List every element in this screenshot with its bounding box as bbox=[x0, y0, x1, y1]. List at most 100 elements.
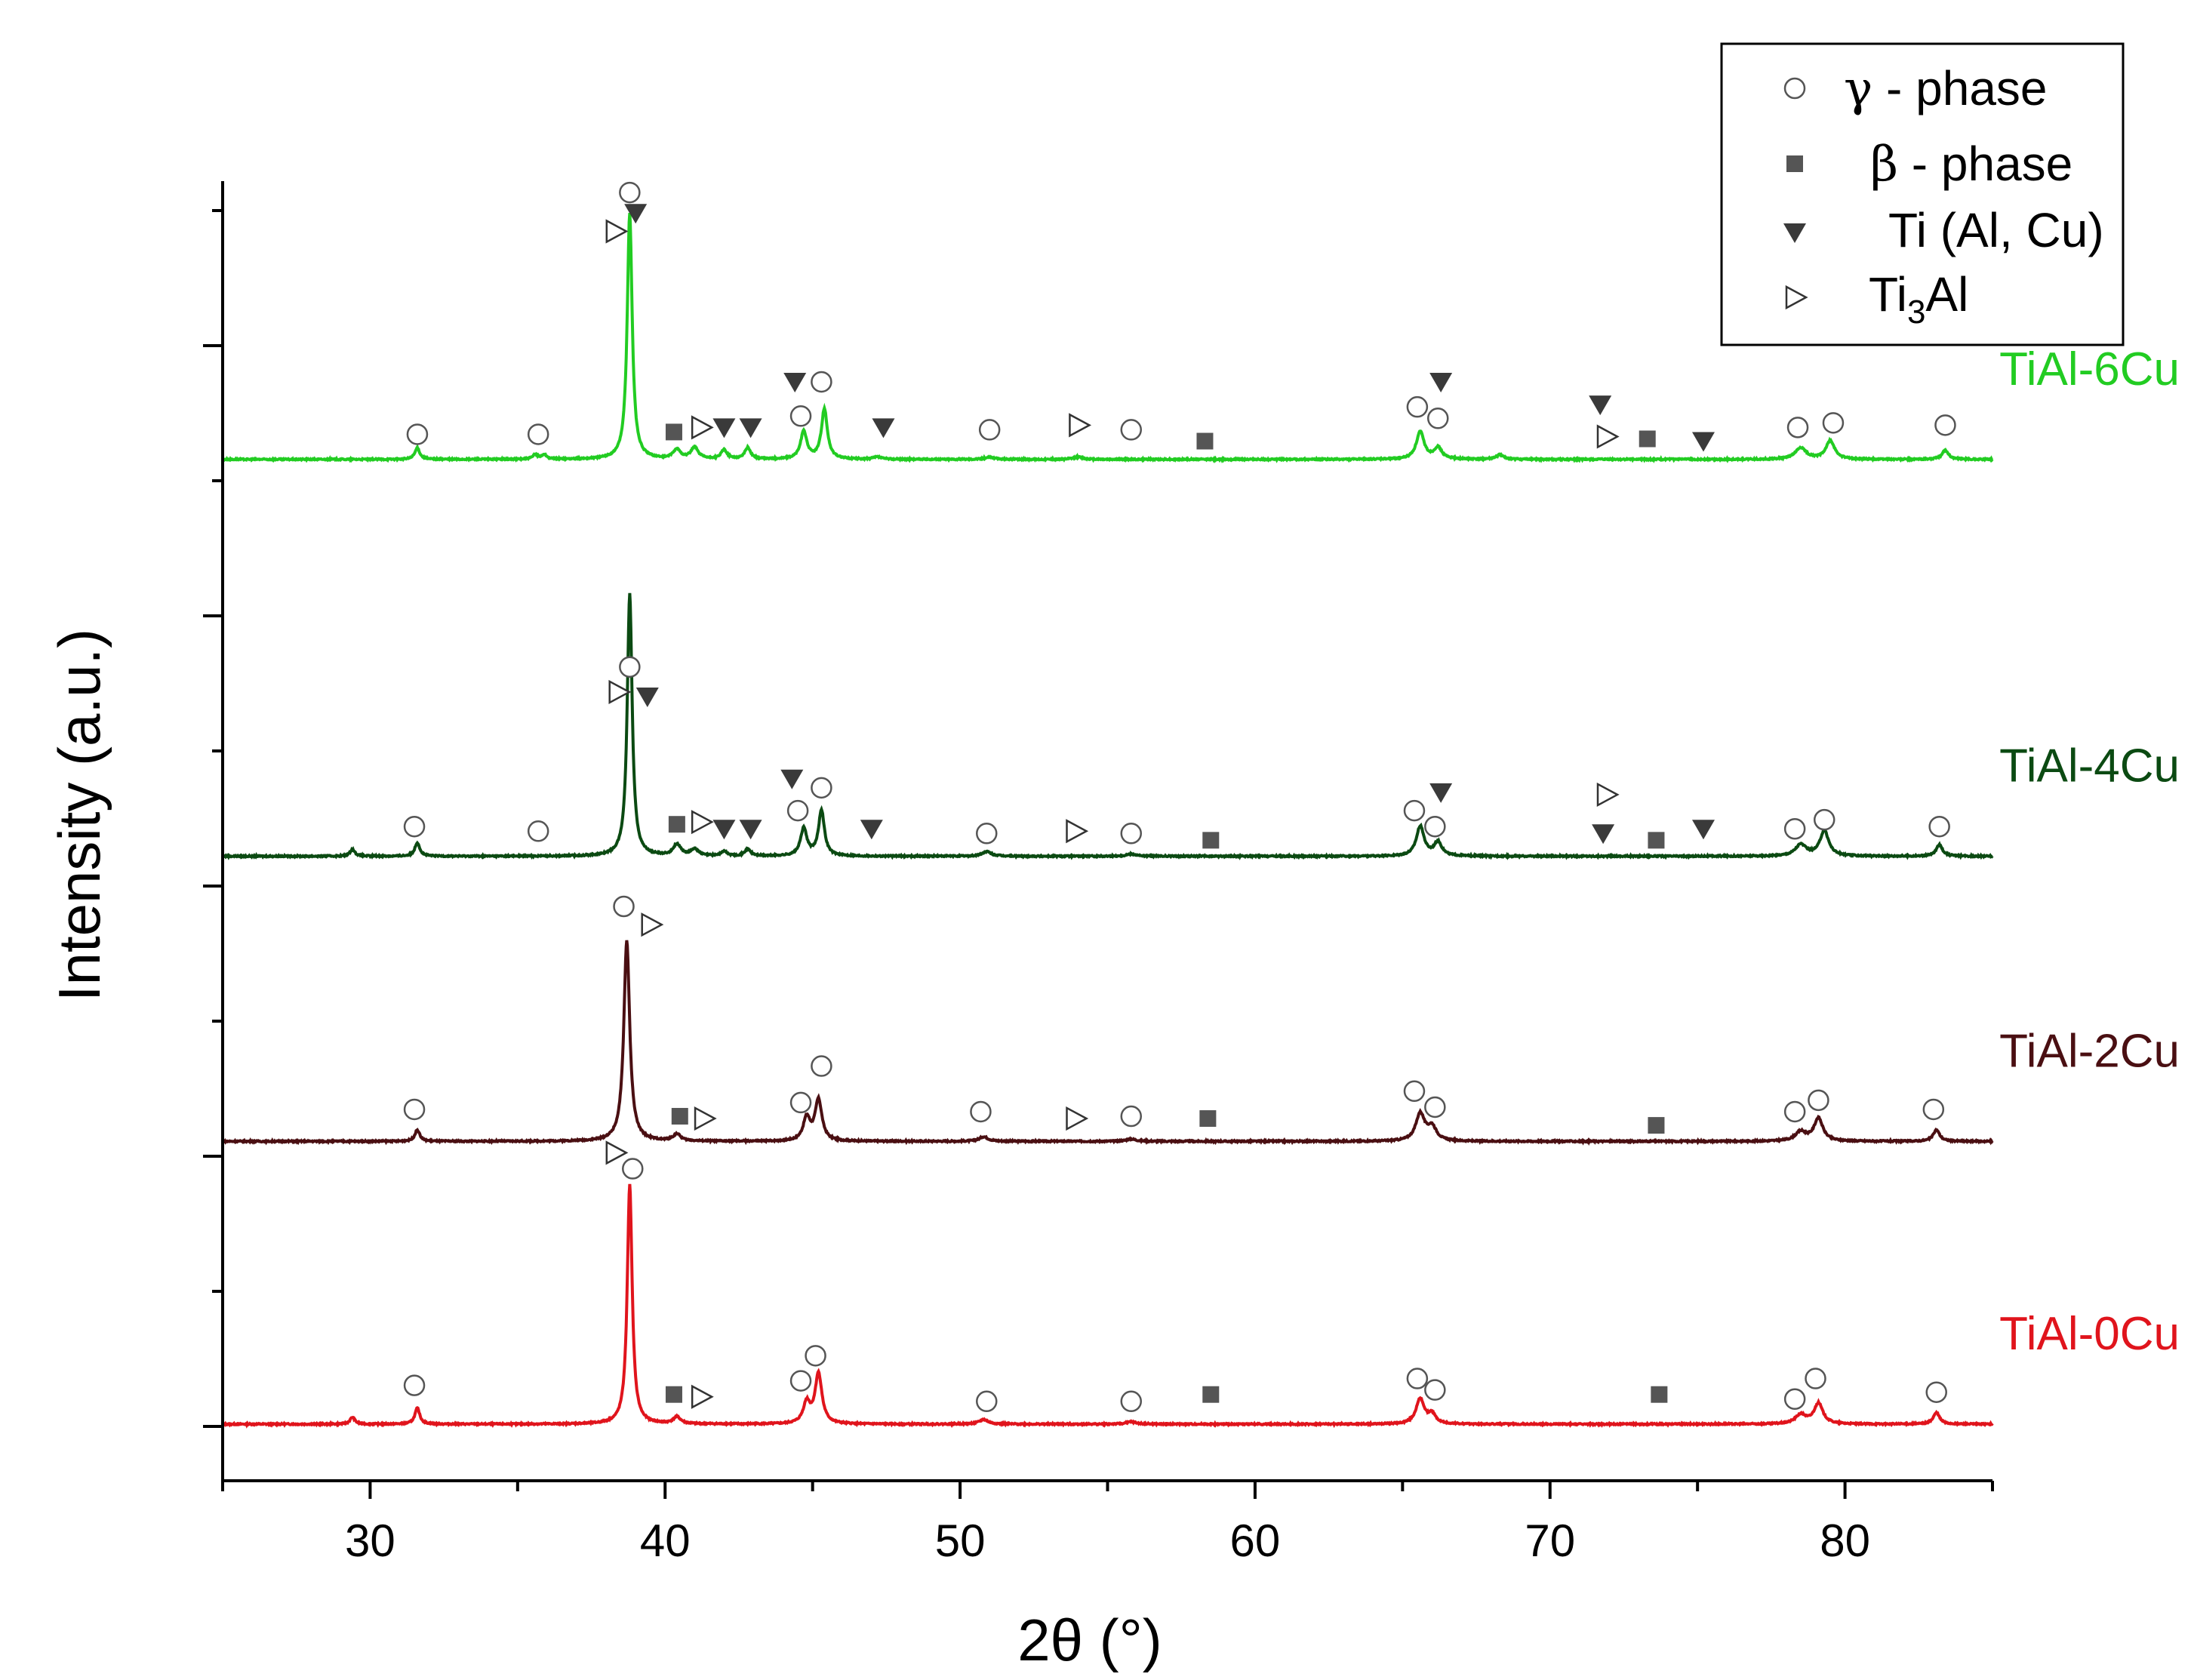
TiAl-6Cu-ti3al-marker-23 bbox=[691, 415, 714, 440]
TiAl-6Cu-triangle-marker-21 bbox=[1589, 395, 1612, 416]
TiAl-6Cu-circle-marker-0 bbox=[406, 423, 429, 445]
TiAl-0Cu-circle-marker-2 bbox=[789, 1370, 812, 1392]
TiAl-2Cu-circle-marker-4 bbox=[970, 1100, 992, 1123]
TiAl-2Cu-circle-marker-2 bbox=[789, 1091, 812, 1114]
TiAl-2Cu-circle-marker-5 bbox=[1120, 1105, 1143, 1128]
legend-markers bbox=[1783, 77, 1808, 310]
TiAl-0Cu-ti3al-marker-14 bbox=[691, 1384, 714, 1409]
TiAl-0Cu-circle-marker-1 bbox=[622, 1158, 644, 1180]
series-label-TiAl-2Cu: TiAl-2Cu bbox=[1999, 1025, 2180, 1077]
x-axis-title: 2θ (°) bbox=[1017, 1607, 1162, 1673]
TiAl-4Cu-triangle-marker-17 bbox=[739, 820, 762, 840]
series-labels: TiAl-0Cu TiAl-2Cu TiAl-4Cu TiAl-6Cu bbox=[1999, 343, 2180, 1360]
TiAl-4Cu-square-marker-12 bbox=[668, 816, 685, 833]
TiAl-6Cu-ti3al-marker-25 bbox=[1596, 424, 1620, 449]
series-line-TiAl-4Cu bbox=[221, 592, 1994, 860]
TiAl-4Cu-circle-marker-4 bbox=[811, 777, 832, 799]
TiAl-0Cu-circle-marker-6 bbox=[1406, 1368, 1429, 1389]
TiAl-4Cu-circle-marker-3 bbox=[786, 799, 809, 822]
y-axis-title: Intensity (a.u.) bbox=[46, 629, 112, 1002]
TiAl-2Cu-ti3al-marker-16 bbox=[641, 912, 664, 937]
legend-circle-marker bbox=[1783, 77, 1806, 100]
TiAl-4Cu-circle-marker-10 bbox=[1813, 808, 1836, 831]
TiAl-2Cu-circle-marker-8 bbox=[1783, 1100, 1806, 1123]
TiAl-2Cu-circle-marker-3 bbox=[811, 1055, 832, 1077]
legend-triangle-marker bbox=[1783, 223, 1806, 243]
TiAl-4Cu-circle-marker-6 bbox=[1120, 823, 1143, 845]
TiAl-0Cu-circle-marker-0 bbox=[403, 1374, 426, 1396]
TiAl-4Cu-circle-marker-5 bbox=[976, 823, 998, 845]
TiAl-4Cu-ti3al-marker-23 bbox=[691, 810, 714, 835]
TiAl-6Cu-square-marker-12 bbox=[665, 423, 682, 441]
TiAl-0Cu-circle-marker-7 bbox=[1424, 1379, 1446, 1401]
legend-beta-phase: β - phase bbox=[1870, 137, 2072, 192]
TiAl-0Cu-circle-marker-9 bbox=[1805, 1368, 1826, 1389]
TiAl-6Cu-circle-marker-7 bbox=[1406, 395, 1429, 418]
TiAl-6Cu-triangle-marker-15 bbox=[624, 204, 648, 224]
TiAl-6Cu-ti3al-marker-24 bbox=[1069, 413, 1092, 438]
TiAl-4Cu-square-marker-13 bbox=[1202, 832, 1220, 849]
TiAl-6Cu-circle-marker-4 bbox=[811, 371, 832, 393]
TiAl-4Cu-circle-marker-7 bbox=[1403, 799, 1426, 822]
x-tick-label: 80 bbox=[1820, 1515, 1870, 1566]
TiAl-2Cu-circle-marker-1 bbox=[613, 895, 635, 918]
TiAl-4Cu-ti3al-marker-25 bbox=[1596, 782, 1620, 808]
legend-ti3al-marker bbox=[1785, 285, 1808, 310]
TiAl-4Cu-ti3al-marker-24 bbox=[1066, 819, 1089, 844]
legend-square-marker bbox=[1786, 155, 1803, 172]
x-tick-label: 30 bbox=[345, 1515, 395, 1566]
TiAl-0Cu-circle-marker-5 bbox=[1120, 1390, 1143, 1413]
TiAl-0Cu-circle-marker-4 bbox=[976, 1390, 998, 1413]
series-layer bbox=[221, 212, 1994, 1429]
TiAl-6Cu-triangle-marker-22 bbox=[1691, 432, 1715, 452]
TiAl-2Cu-circle-marker-10 bbox=[1922, 1098, 1945, 1121]
TiAl-0Cu-circle-marker-3 bbox=[805, 1345, 826, 1367]
TiAl-2Cu-circle-marker-9 bbox=[1808, 1089, 1829, 1112]
TiAl-6Cu-square-marker-13 bbox=[1196, 432, 1214, 450]
TiAl-6Cu-circle-marker-5 bbox=[978, 419, 1001, 441]
legend: γ - phase β - phase Ti (Al, Cu) Ti3Al bbox=[1720, 42, 2125, 346]
series-line-TiAl-0Cu bbox=[222, 1183, 1994, 1429]
TiAl-4Cu-circle-marker-1 bbox=[527, 820, 549, 842]
TiAl-4Cu-triangle-marker-22 bbox=[1691, 820, 1715, 840]
TiAl-6Cu-circle-marker-8 bbox=[1426, 408, 1449, 429]
TiAl-4Cu-square-marker-14 bbox=[1648, 832, 1665, 849]
TiAl-2Cu-square-marker-13 bbox=[1648, 1117, 1665, 1134]
TiAl-6Cu-circle-marker-9 bbox=[1786, 417, 1809, 438]
TiAl-4Cu-triangle-marker-16 bbox=[712, 820, 736, 840]
TiAl-0Cu-circle-marker-10 bbox=[1925, 1381, 1947, 1403]
TiAl-4Cu-triangle-marker-20 bbox=[1429, 783, 1453, 803]
TiAl-4Cu-circle-marker-0 bbox=[403, 815, 426, 838]
legend-ti-al-cu: Ti (Al, Cu) bbox=[1888, 203, 2104, 257]
x-tick-label: 70 bbox=[1525, 1515, 1575, 1566]
TiAl-6Cu-circle-marker-3 bbox=[789, 405, 812, 427]
TiAl-2Cu-circle-marker-0 bbox=[403, 1098, 426, 1121]
TiAl-4Cu-triangle-marker-19 bbox=[860, 820, 883, 840]
TiAl-6Cu-triangle-marker-18 bbox=[783, 372, 807, 392]
TiAl-6Cu-circle-marker-2 bbox=[619, 181, 641, 204]
TiAl-6Cu-circle-marker-1 bbox=[527, 423, 549, 445]
TiAl-6Cu-triangle-marker-17 bbox=[739, 418, 762, 438]
phase-marker-layer bbox=[403, 181, 1956, 1413]
TiAl-0Cu-square-marker-13 bbox=[1651, 1386, 1668, 1403]
TiAl-2Cu-square-marker-12 bbox=[1199, 1110, 1217, 1128]
TiAl-4Cu-ti3al-marker-26 bbox=[608, 679, 632, 705]
TiAl-6Cu-triangle-marker-16 bbox=[712, 418, 736, 438]
TiAl-0Cu-ti3al-marker-15 bbox=[605, 1140, 629, 1165]
legend-gamma-phase: γ - phase bbox=[1844, 61, 2048, 117]
series-label-TiAl-6Cu: TiAl-6Cu bbox=[1999, 343, 2180, 395]
x-tick-label: 50 bbox=[935, 1515, 986, 1566]
x-tick-label: 40 bbox=[640, 1515, 691, 1566]
TiAl-2Cu-circle-marker-7 bbox=[1424, 1096, 1446, 1118]
x-tick-label: 60 bbox=[1230, 1515, 1281, 1566]
TiAl-4Cu-circle-marker-9 bbox=[1783, 818, 1806, 840]
TiAl-2Cu-ti3al-marker-15 bbox=[1066, 1106, 1089, 1131]
TiAl-4Cu-circle-marker-11 bbox=[1928, 815, 1950, 838]
TiAl-0Cu-circle-marker-8 bbox=[1783, 1388, 1806, 1411]
TiAl-6Cu-circle-marker-6 bbox=[1120, 419, 1143, 441]
TiAl-4Cu-triangle-marker-15 bbox=[635, 687, 659, 707]
axes: 30 40 50 60 70 80 bbox=[203, 181, 1994, 1566]
TiAl-6Cu-circle-marker-11 bbox=[1934, 414, 1956, 436]
TiAl-4Cu-circle-marker-8 bbox=[1424, 815, 1446, 838]
